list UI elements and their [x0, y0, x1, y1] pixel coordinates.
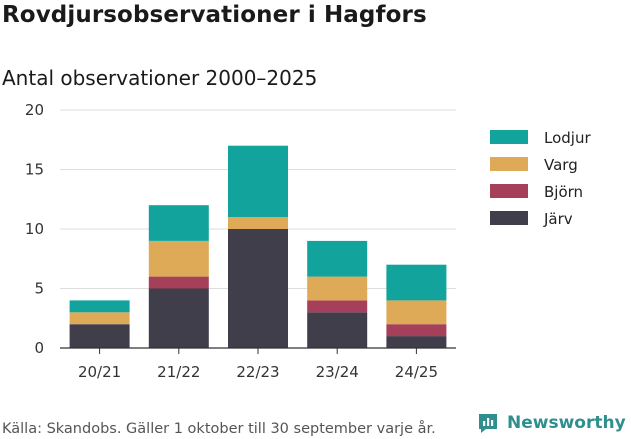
bar-segment-björn — [148, 276, 209, 289]
bar-segment-järv — [307, 312, 368, 348]
x-tick-label: 20/21 — [78, 363, 121, 381]
legend-swatch-björn — [490, 184, 528, 198]
y-tick-label: 15 — [25, 161, 44, 179]
legend-label-lodjur: Lodjur — [544, 129, 591, 147]
bar-segment-järv — [228, 229, 288, 348]
bar-segment-varg — [307, 276, 368, 301]
y-tick-label: 20 — [25, 101, 44, 119]
bar-segment-lodjur — [69, 300, 130, 313]
x-tick-label: 22/23 — [236, 363, 279, 381]
source-note: Källa: Skandobs. Gäller 1 oktober till 3… — [2, 421, 436, 437]
stacked-bar-chart: 0 5 10 15 20 20/21 21/22 22/23 23/24 24/25 Lodju… — [25, 101, 592, 381]
legend-label-varg: Varg — [544, 156, 578, 174]
y-tick-label: 5 — [34, 280, 44, 298]
y-tick-label: 0 — [34, 339, 44, 357]
newsworthy-logo-icon — [479, 414, 497, 433]
bar-segment-varg — [69, 312, 130, 325]
legend-swatch-järv — [490, 211, 528, 225]
legend-label-järv: Järv — [543, 210, 573, 228]
bar-segment-björn — [386, 324, 447, 337]
bar-segment-järv — [386, 336, 447, 348]
bar-segment-lodjur — [148, 205, 209, 241]
bar-segment-varg — [148, 240, 209, 277]
bar-segment-järv — [69, 324, 130, 348]
legend-swatch-varg — [490, 157, 528, 171]
bar-segment-varg — [386, 300, 447, 325]
bar-segment-björn — [307, 300, 368, 313]
x-tick-label: 23/24 — [316, 363, 359, 381]
x-tick-label: 21/22 — [157, 363, 200, 381]
bar-segment-lodjur — [386, 264, 447, 301]
chart-subtitle: Antal observationer 2000–2025 — [2, 66, 318, 90]
chart-title: Rovdjursobservationer i Hagfors — [2, 2, 427, 28]
bar-segment-lodjur — [228, 145, 288, 218]
x-tick-label: 24/25 — [395, 363, 438, 381]
brand-logo: Newsworthy — [476, 408, 626, 438]
brand-name: Newsworthy — [507, 413, 626, 433]
bar-segment-varg — [228, 217, 288, 229]
legend-label-björn: Björn — [544, 183, 583, 201]
bar-segment-lodjur — [307, 240, 368, 277]
bar-segment-järv — [148, 288, 209, 348]
y-tick-label: 10 — [25, 220, 44, 238]
legend-swatch-lodjur — [490, 130, 528, 144]
